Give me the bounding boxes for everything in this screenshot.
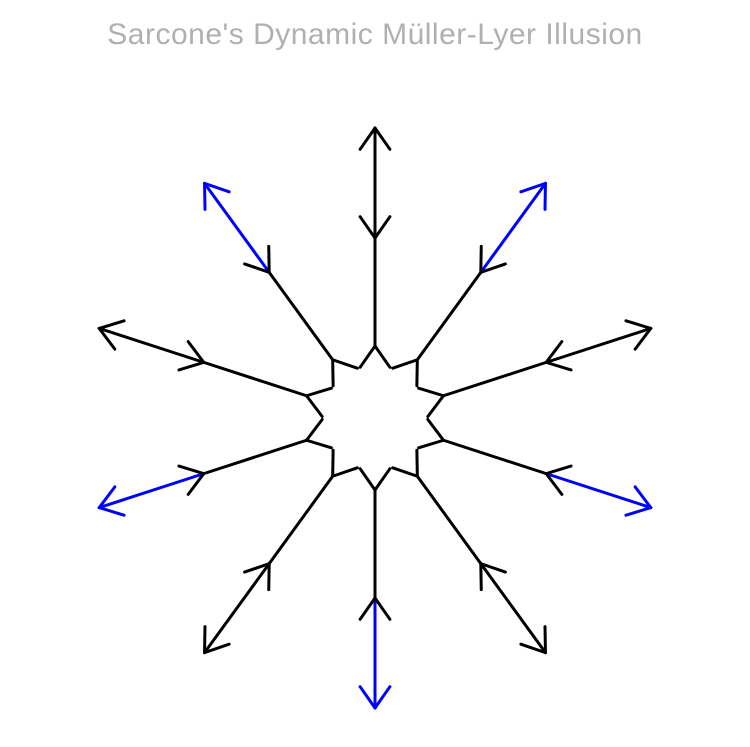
illusion-diagram bbox=[0, 0, 750, 747]
